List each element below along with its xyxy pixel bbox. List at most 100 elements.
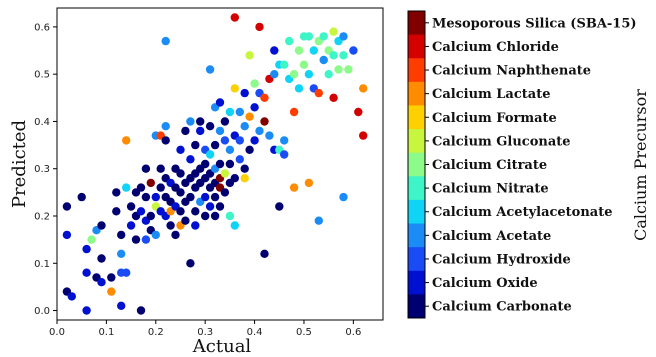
- data-point-20: [117, 301, 126, 310]
- data-point-96: [205, 65, 215, 74]
- data-point-33: [141, 192, 151, 202]
- data-point-2: [67, 292, 77, 301]
- colorbar-segment: [408, 58, 425, 83]
- data-point-61: [171, 230, 180, 240]
- data-point-174: [329, 27, 338, 36]
- x-axis-title: Actual: [192, 336, 252, 357]
- data-point-64: [176, 207, 185, 216]
- data-point-173: [324, 70, 333, 79]
- data-point-159: [294, 84, 304, 93]
- data-point-145: [270, 46, 279, 55]
- data-point-129: [240, 174, 249, 183]
- data-point-91: [205, 150, 215, 159]
- data-point-118: [230, 174, 239, 183]
- data-point-153: [285, 36, 294, 46]
- colorbar-segment: [408, 129, 425, 154]
- data-point-88: [201, 192, 210, 202]
- data-point-17: [112, 188, 121, 197]
- data-point-180: [339, 51, 348, 60]
- data-point-89: [201, 211, 210, 221]
- data-point-107: [215, 126, 225, 136]
- data-point-123: [235, 155, 244, 164]
- data-point-106: [215, 202, 225, 211]
- data-point-67: [181, 126, 190, 136]
- data-point-140: [260, 249, 269, 258]
- colorbar-segment: [408, 152, 425, 177]
- colorbar: [408, 11, 425, 319]
- colorbar-segment: [408, 176, 425, 201]
- data-point-179: [339, 32, 348, 41]
- data-point-52: [161, 136, 170, 145]
- data-point-141: [260, 117, 269, 126]
- colorbar-labels: Mesoporous Silica (SBA-15) Calcium Chlori…: [425, 16, 637, 315]
- data-point-36: [141, 164, 151, 173]
- y-tick-label: 0.6: [34, 22, 50, 33]
- colorbar-title: Calcium Precursor: [631, 89, 650, 241]
- data-point-30: [136, 306, 146, 315]
- data-point-14: [107, 273, 116, 282]
- colorbar-segment: [408, 223, 425, 248]
- data-point-70: [181, 216, 190, 225]
- data-point-13: [97, 278, 106, 287]
- data-point-11: [97, 221, 106, 230]
- data-point-139: [260, 93, 269, 103]
- data-point-16: [112, 207, 121, 216]
- data-point-131: [245, 112, 254, 121]
- y-tick-label: 0.5: [34, 70, 50, 81]
- data-point-142: [265, 131, 274, 140]
- data-point-103: [215, 159, 225, 169]
- colorbar-segment: [408, 81, 425, 106]
- data-point-134: [250, 103, 259, 112]
- legend-label: Calcium Citrate: [432, 158, 547, 173]
- data-point-185: [359, 84, 368, 93]
- colorbar-segment: [408, 11, 425, 36]
- legend-label: Mesoporous Silica (SBA-15): [432, 16, 637, 31]
- data-point-100: [210, 211, 220, 221]
- data-point-8: [87, 235, 96, 244]
- data-point-48: [161, 36, 170, 46]
- data-point-109: [220, 169, 230, 178]
- x-tick-label: 0.1: [98, 327, 114, 338]
- data-point-110: [220, 188, 230, 197]
- data-point-113: [225, 159, 235, 169]
- data-point-94: [205, 202, 215, 211]
- data-point-164: [304, 70, 314, 79]
- data-point-84: [196, 117, 205, 126]
- data-point-28: [131, 235, 141, 244]
- data-point-150: [280, 150, 289, 159]
- data-point-184: [354, 107, 363, 117]
- y-axis-title: Predicted: [9, 120, 30, 208]
- data-point-178: [334, 65, 343, 74]
- data-point-45: [156, 183, 165, 192]
- data-point-12: [97, 254, 106, 263]
- data-point-7: [82, 306, 91, 315]
- data-point-22: [122, 183, 131, 192]
- data-point-133: [250, 136, 259, 145]
- data-point-148: [275, 202, 284, 211]
- data-point-25: [126, 202, 136, 211]
- data-point-175: [329, 93, 338, 103]
- legend-label: Calcium Acetylacetonate: [432, 205, 613, 220]
- data-point-163: [304, 32, 314, 41]
- data-point-23: [122, 268, 131, 277]
- data-point-127: [240, 88, 249, 98]
- y-tick-label: 0.3: [34, 164, 50, 175]
- data-point-31: [136, 207, 146, 216]
- data-point-44: [156, 164, 165, 173]
- y-tick-label: 0.1: [34, 259, 50, 270]
- data-point-99: [210, 192, 220, 202]
- data-point-117: [225, 107, 235, 117]
- data-point-37: [146, 178, 155, 188]
- data-point-15: [107, 287, 116, 296]
- data-point-0: [62, 202, 72, 211]
- data-point-78: [191, 207, 200, 216]
- data-point-121: [230, 13, 239, 22]
- y-tick-label: 0.2: [34, 212, 50, 223]
- colorbar-segment: [408, 247, 425, 272]
- data-point-167: [314, 216, 323, 225]
- data-point-112: [220, 117, 230, 126]
- data-point-111: [220, 136, 230, 145]
- data-point-135: [250, 79, 259, 88]
- data-point-79: [191, 221, 200, 230]
